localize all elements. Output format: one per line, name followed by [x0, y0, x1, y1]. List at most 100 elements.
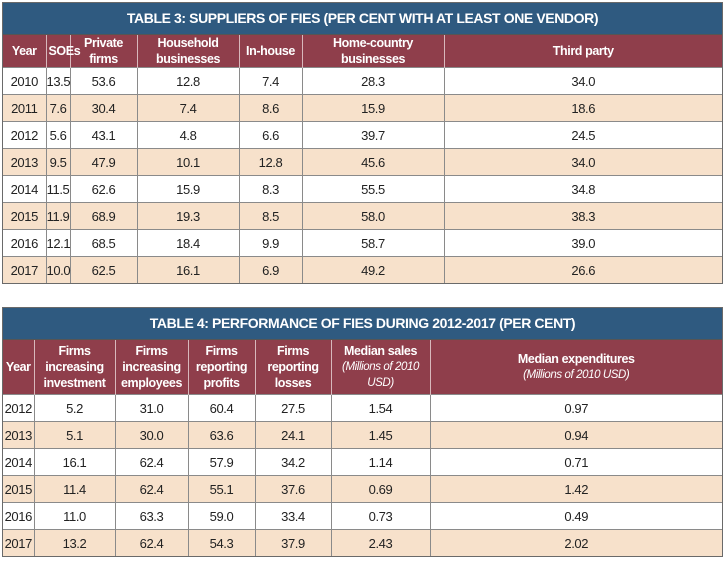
value-cell: 43.1: [69, 121, 137, 149]
value-cell: 30.4: [69, 94, 137, 122]
value-cell: 63.6: [187, 421, 255, 449]
column-header-unit: (Millions of 2010 USD): [342, 361, 419, 389]
column-header-label: Firms increasing employees: [120, 344, 183, 390]
value-cell: 62.4: [114, 475, 188, 503]
value-cell: 57.9: [187, 448, 255, 476]
value-cell: 16.1: [33, 448, 115, 476]
value-cell: 54.3: [187, 529, 255, 556]
value-cell: 45.6: [301, 148, 444, 176]
column-header-label: Median sales: [343, 344, 417, 358]
value-cell: 11.5: [45, 175, 70, 203]
year-cell: 2016: [3, 502, 34, 530]
value-cell: 62.6: [69, 175, 137, 203]
column-header-label: Year: [5, 360, 31, 374]
year-cell: 2012: [3, 394, 34, 422]
value-cell: 1.45: [330, 421, 430, 449]
value-cell: 49.2: [301, 256, 444, 283]
year-cell: 2011: [3, 94, 46, 122]
table-row: 2016 11.0 63.3 59.0 33.4 0.73 0.49: [3, 502, 722, 530]
column-header: Private firms: [69, 35, 137, 68]
year-cell: 2013: [3, 421, 34, 449]
value-cell: 10.1: [136, 148, 239, 176]
value-cell: 0.71: [429, 448, 722, 476]
value-cell: 53.6: [69, 67, 137, 95]
value-cell: 7.6: [45, 94, 70, 122]
value-cell: 1.54: [330, 394, 430, 422]
value-cell: 37.6: [254, 475, 331, 503]
header-row: Year SOEs Private firms Household businesse…: [3, 35, 722, 68]
value-cell: 11.0: [33, 502, 115, 530]
value-cell: 58.7: [301, 229, 444, 257]
column-header-label: Median expenditures: [517, 352, 635, 366]
value-cell: 59.0: [187, 502, 255, 530]
value-cell: 11.9: [45, 202, 70, 230]
column-header: Firms increasing employees: [114, 340, 188, 395]
table-row: 2014 11.5 62.6 15.9 8.3 55.5 34.8: [3, 175, 722, 203]
column-header: Third party: [443, 35, 722, 68]
value-cell: 1.14: [330, 448, 430, 476]
table-row: 2017 10.0 62.5 16.1 6.9 49.2 26.6: [3, 256, 722, 283]
value-cell: 62.5: [69, 256, 137, 283]
column-header-label: Firms reporting losses: [267, 344, 319, 390]
value-cell: 12.8: [136, 67, 239, 95]
value-cell: 13.2: [33, 529, 115, 556]
year-cell: 2015: [3, 202, 46, 230]
value-cell: 4.8: [136, 121, 239, 149]
value-cell: 11.4: [33, 475, 115, 503]
value-cell: 33.4: [254, 502, 331, 530]
value-cell: 7.4: [238, 67, 302, 95]
year-cell: 2014: [3, 175, 46, 203]
value-cell: 0.73: [330, 502, 430, 530]
value-cell: 68.5: [69, 229, 137, 257]
value-cell: 34.0: [443, 148, 722, 176]
value-cell: 31.0: [114, 394, 188, 422]
table-row: 2012 5.2 31.0 60.4 27.5 1.54 0.97: [3, 394, 722, 422]
column-header-label: Firms increasing investment: [43, 344, 106, 390]
value-cell: 16.1: [136, 256, 239, 283]
value-cell: 8.6: [238, 94, 302, 122]
performance-data-table: Year Firms increasing investment Firms inc…: [3, 340, 722, 556]
value-cell: 0.69: [330, 475, 430, 503]
column-header-label: Firms reporting profits: [195, 344, 248, 390]
value-cell: 55.5: [301, 175, 444, 203]
value-cell: 2.02: [429, 529, 722, 556]
value-cell: 5.1: [33, 421, 115, 449]
column-header: In-house: [238, 35, 302, 68]
value-cell: 68.9: [69, 202, 137, 230]
value-cell: 7.4: [136, 94, 239, 122]
suppliers-data-table: Year SOEs Private firms Household businesse…: [3, 35, 722, 283]
column-header: Household businesses: [136, 35, 239, 68]
value-cell: 0.49: [429, 502, 722, 530]
column-header: Home-country businesses: [301, 35, 444, 68]
value-cell: 34.2: [254, 448, 331, 476]
column-header: Firms reporting profits: [187, 340, 255, 395]
year-cell: 2013: [3, 148, 46, 176]
year-cell: 2016: [3, 229, 46, 257]
value-cell: 60.4: [187, 394, 255, 422]
table-row: 2012 5.6 43.1 4.8 6.6 39.7 24.5: [3, 121, 722, 149]
table-row: 2015 11.4 62.4 55.1 37.6 0.69 1.42: [3, 475, 722, 503]
table-title: TABLE 3: SUPPLIERS OF FIES (PER CENT WIT…: [3, 3, 722, 35]
value-cell: 15.9: [301, 94, 444, 122]
value-cell: 58.0: [301, 202, 444, 230]
value-cell: 24.1: [254, 421, 331, 449]
value-cell: 34.0: [443, 67, 722, 95]
year-cell: 2017: [3, 529, 34, 556]
table-row: 2017 13.2 62.4 54.3 37.9 2.43 2.02: [3, 529, 722, 556]
value-cell: 62.4: [114, 529, 188, 556]
value-cell: 18.4: [136, 229, 239, 257]
value-cell: 39.7: [301, 121, 444, 149]
column-header: Median sales (Millions of 2010 USD): [330, 340, 430, 395]
value-cell: 38.3: [443, 202, 722, 230]
value-cell: 18.6: [443, 94, 722, 122]
column-header: Firms reporting losses: [254, 340, 331, 395]
table-row: 2014 16.1 62.4 57.9 34.2 1.14 0.71: [3, 448, 722, 476]
value-cell: 9.5: [45, 148, 70, 176]
value-cell: 26.6: [443, 256, 722, 283]
table-row: 2010 13.5 53.6 12.8 7.4 28.3 34.0: [3, 67, 722, 95]
value-cell: 0.94: [429, 421, 722, 449]
year-cell: 2015: [3, 475, 34, 503]
year-cell: 2012: [3, 121, 46, 149]
value-cell: 6.9: [238, 256, 302, 283]
table-row: 2016 12.1 68.5 18.4 9.9 58.7 39.0: [3, 229, 722, 257]
